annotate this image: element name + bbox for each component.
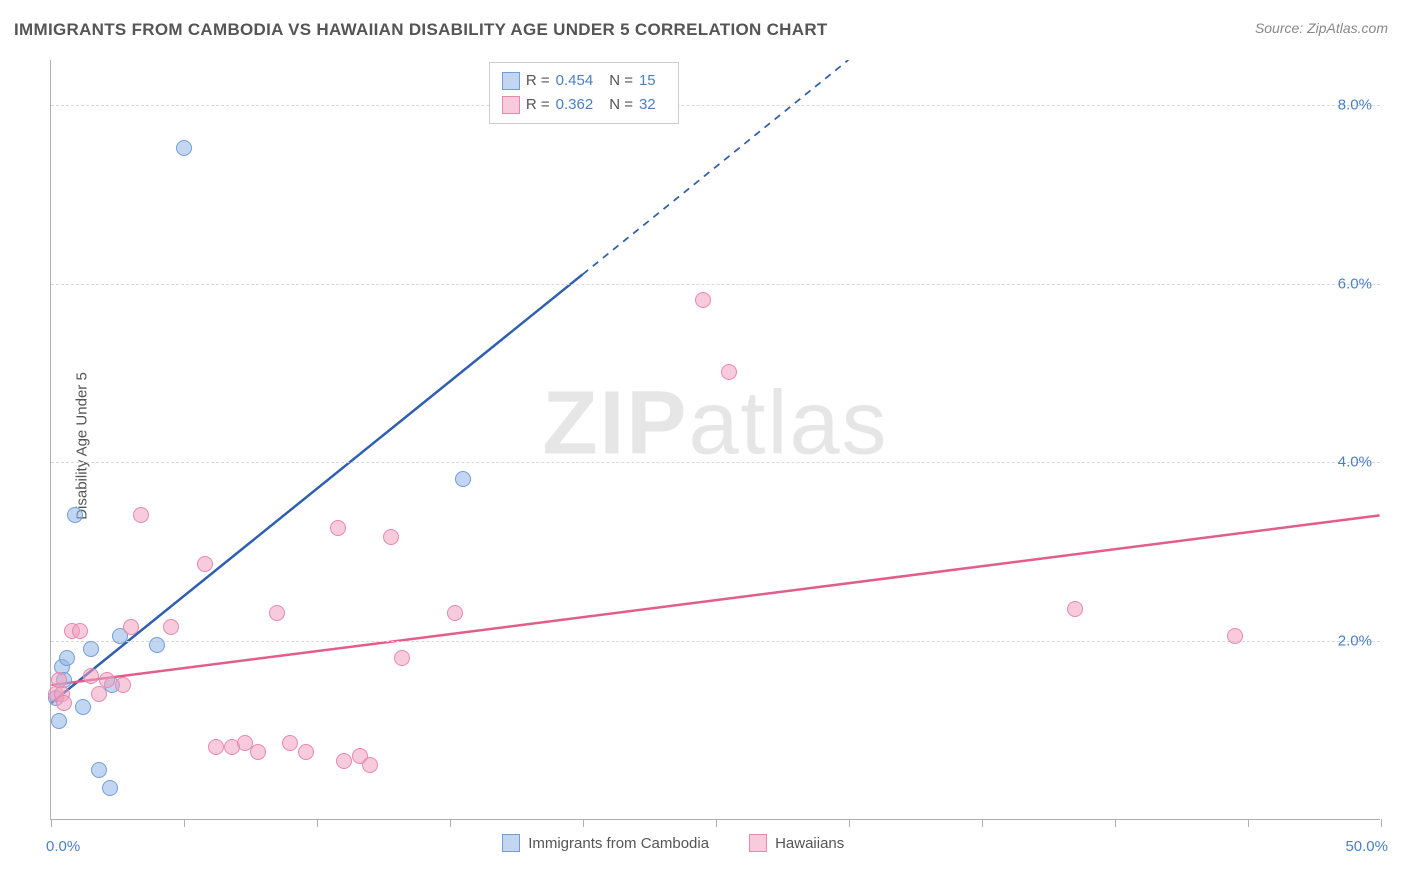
scatter-point [91,762,107,778]
scatter-point [330,520,346,536]
scatter-point [1227,628,1243,644]
legend-r-label: R = [526,69,550,93]
legend-n-value: 32 [639,93,656,117]
y-tick-label: 2.0% [1338,633,1372,650]
x-tick [51,819,52,827]
scatter-point [67,507,83,523]
x-tick [849,819,850,827]
scatter-point [208,739,224,755]
scatter-point [83,641,99,657]
legend-row: R =0.454 N =15 [502,69,666,93]
legend-item-label: Immigrants from Cambodia [528,835,709,852]
x-tick [1115,819,1116,827]
scatter-point [115,677,131,693]
grid-line [51,105,1380,106]
scatter-point [383,529,399,545]
watermark: ZIPatlas [542,373,888,476]
legend-swatch [502,72,520,90]
legend-swatch [502,96,520,114]
y-tick-label: 8.0% [1338,96,1372,113]
legend-n-value: 15 [639,69,656,93]
scatter-point [51,713,67,729]
x-tick-label: 0.0% [46,838,80,855]
scatter-point [59,650,75,666]
legend-r-label: R = [526,93,550,117]
legend-r-value: 0.454 [556,69,594,93]
grid-line [51,462,1380,463]
legend-n-label: N = [609,69,633,93]
x-tick [982,819,983,827]
scatter-point [72,623,88,639]
scatter-point [721,364,737,380]
legend-n-label: N = [609,93,633,117]
scatter-point [56,695,72,711]
x-tick-label: 50.0% [1345,838,1388,855]
scatter-point [133,507,149,523]
x-tick [583,819,584,827]
scatter-point [163,619,179,635]
x-tick [317,819,318,827]
scatter-point [447,605,463,621]
watermark-zip: ZIP [542,374,688,474]
source-label: Source: ZipAtlas.com [1255,20,1388,36]
x-tick [716,819,717,827]
scatter-point [695,292,711,308]
legend-swatch [749,834,767,852]
scatter-point [362,757,378,773]
grid-line [51,641,1380,642]
scatter-point [298,744,314,760]
scatter-point [149,637,165,653]
legend-item: Immigrants from Cambodia [502,834,709,852]
legend-series: Immigrants from Cambodia Hawaiians [502,834,844,852]
scatter-point [282,735,298,751]
scatter-point [197,556,213,572]
scatter-point [75,699,91,715]
y-tick-label: 6.0% [1338,275,1372,292]
scatter-point [102,780,118,796]
legend-r-value: 0.362 [556,93,594,117]
scatter-point [269,605,285,621]
y-tick-label: 4.0% [1338,454,1372,471]
scatter-point [123,619,139,635]
legend-swatch [502,834,520,852]
scatter-point [250,744,266,760]
scatter-point [394,650,410,666]
legend-item-label: Hawaiians [775,835,844,852]
scatter-point [176,140,192,156]
chart-title: IMMIGRANTS FROM CAMBODIA VS HAWAIIAN DIS… [14,20,828,40]
x-tick [184,819,185,827]
scatter-point [336,753,352,769]
x-tick [1248,819,1249,827]
scatter-point [83,668,99,684]
grid-line [51,284,1380,285]
scatter-point [1067,601,1083,617]
scatter-point [99,672,115,688]
legend-correlation: R =0.454 N =15 R =0.362 N =32 [489,62,679,124]
watermark-atlas: atlas [688,374,888,474]
trend-lines [51,60,1380,819]
legend-row: R =0.362 N =32 [502,93,666,117]
x-tick [450,819,451,827]
scatter-point [455,471,471,487]
plot-area: ZIPatlas 2.0% 4.0% 6.0% 8.0% [50,60,1380,820]
x-tick [1381,819,1382,827]
legend-item: Hawaiians [749,834,844,852]
